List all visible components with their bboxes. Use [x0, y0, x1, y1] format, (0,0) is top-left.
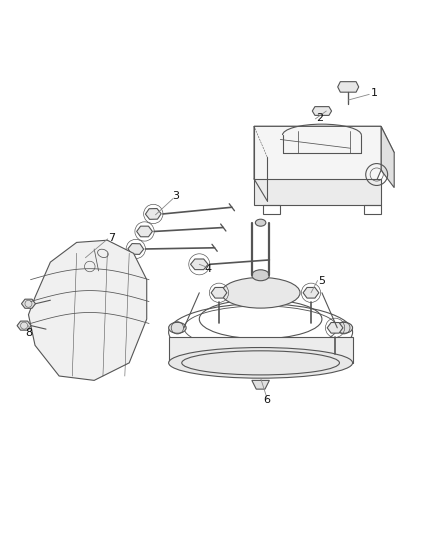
Polygon shape [254, 126, 394, 157]
Polygon shape [17, 321, 31, 330]
Polygon shape [128, 244, 144, 254]
Text: 4: 4 [205, 264, 212, 273]
Text: 5: 5 [318, 276, 325, 286]
Polygon shape [303, 287, 319, 298]
Polygon shape [169, 336, 353, 363]
Ellipse shape [169, 322, 186, 333]
Polygon shape [254, 179, 381, 205]
Ellipse shape [221, 278, 300, 308]
Text: 7: 7 [108, 233, 115, 243]
Text: 6: 6 [264, 395, 271, 405]
Polygon shape [312, 107, 332, 115]
Text: 3: 3 [172, 191, 179, 201]
Text: 2: 2 [316, 114, 323, 124]
Polygon shape [137, 226, 152, 237]
Polygon shape [338, 82, 359, 92]
Polygon shape [191, 259, 208, 270]
Polygon shape [145, 208, 161, 220]
Polygon shape [211, 287, 227, 298]
Polygon shape [254, 126, 381, 201]
Polygon shape [21, 299, 35, 308]
Polygon shape [28, 240, 147, 381]
Text: 8: 8 [25, 328, 32, 338]
Ellipse shape [255, 219, 266, 226]
Ellipse shape [335, 322, 353, 333]
Ellipse shape [252, 270, 269, 281]
Text: 1: 1 [371, 88, 378, 99]
Polygon shape [252, 381, 269, 389]
Polygon shape [327, 322, 343, 333]
Polygon shape [381, 126, 394, 188]
Ellipse shape [169, 348, 353, 378]
